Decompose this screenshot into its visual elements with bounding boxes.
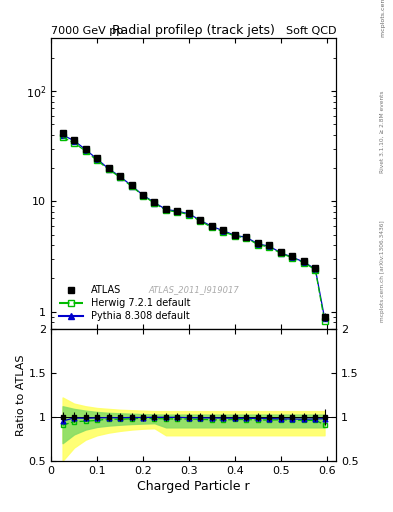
Y-axis label: Ratio to ATLAS: Ratio to ATLAS: [16, 354, 26, 436]
Text: ATLAS_2011_I919017: ATLAS_2011_I919017: [148, 285, 239, 294]
Text: mcplots.cern.ch [arXiv:1306.3436]: mcplots.cern.ch [arXiv:1306.3436]: [381, 0, 386, 37]
X-axis label: Charged Particle r: Charged Particle r: [137, 480, 250, 493]
Legend: ATLAS, Herwig 7.2.1 default, Pythia 8.308 default: ATLAS, Herwig 7.2.1 default, Pythia 8.30…: [56, 282, 193, 324]
Text: Rivet 3.1.10, ≥ 2.8M events: Rivet 3.1.10, ≥ 2.8M events: [380, 90, 385, 173]
Text: 7000 GeV pp: 7000 GeV pp: [51, 26, 123, 36]
Text: Soft QCD: Soft QCD: [286, 26, 336, 36]
Text: mcplots.cern.ch [arXiv:1306.3436]: mcplots.cern.ch [arXiv:1306.3436]: [380, 220, 385, 322]
Title: Radial profileρ (track jets): Radial profileρ (track jets): [112, 24, 275, 37]
